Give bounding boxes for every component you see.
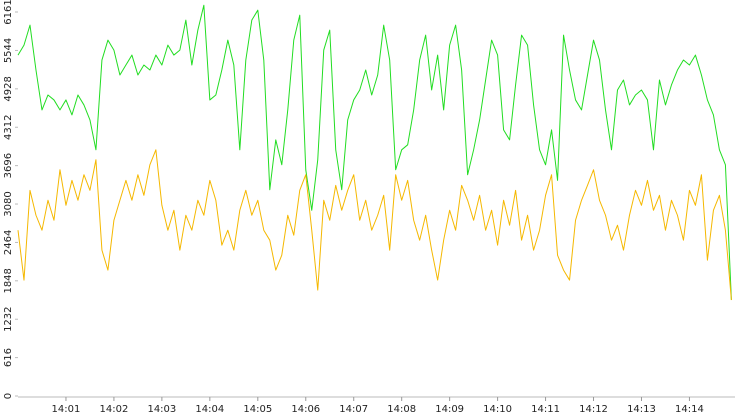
- x-tick-label: 14:03: [147, 404, 176, 415]
- y-tick-label: 4312: [3, 115, 14, 140]
- y-tick-label: 6161: [3, 0, 14, 25]
- series-line: [17, 4, 732, 301]
- x-tick-label: 14:14: [675, 404, 704, 415]
- x-tick-label: 14:09: [435, 404, 464, 415]
- series-line: [17, 149, 732, 301]
- y-tick-label: 1848: [3, 268, 14, 293]
- x-tick-label: 14:11: [531, 404, 560, 415]
- x-tick-label: 14:08: [387, 404, 416, 415]
- y-tick-label: 3080: [3, 191, 14, 216]
- y-tick-label: 0: [3, 393, 14, 399]
- x-tick-label: 14:07: [339, 404, 368, 415]
- y-tick-label: 3696: [3, 153, 14, 178]
- y-tick-label: 4928: [3, 76, 14, 101]
- y-tick-label: 2464: [3, 230, 14, 255]
- x-tick-label: 14:13: [627, 404, 656, 415]
- x-tick-label: 14:10: [483, 404, 512, 415]
- y-tick-label: 1232: [3, 306, 14, 331]
- x-tick-label: 14:05: [243, 404, 272, 415]
- x-tick-label: 14:04: [195, 404, 224, 415]
- x-tick-label: 14:02: [100, 404, 129, 415]
- y-tick-label: 5544: [3, 38, 14, 63]
- y-tick-label: 616: [3, 348, 14, 367]
- x-tick-label: 14:06: [291, 404, 320, 415]
- x-tick-label: 14:12: [579, 404, 608, 415]
- x-tick-label: 14:01: [52, 404, 81, 415]
